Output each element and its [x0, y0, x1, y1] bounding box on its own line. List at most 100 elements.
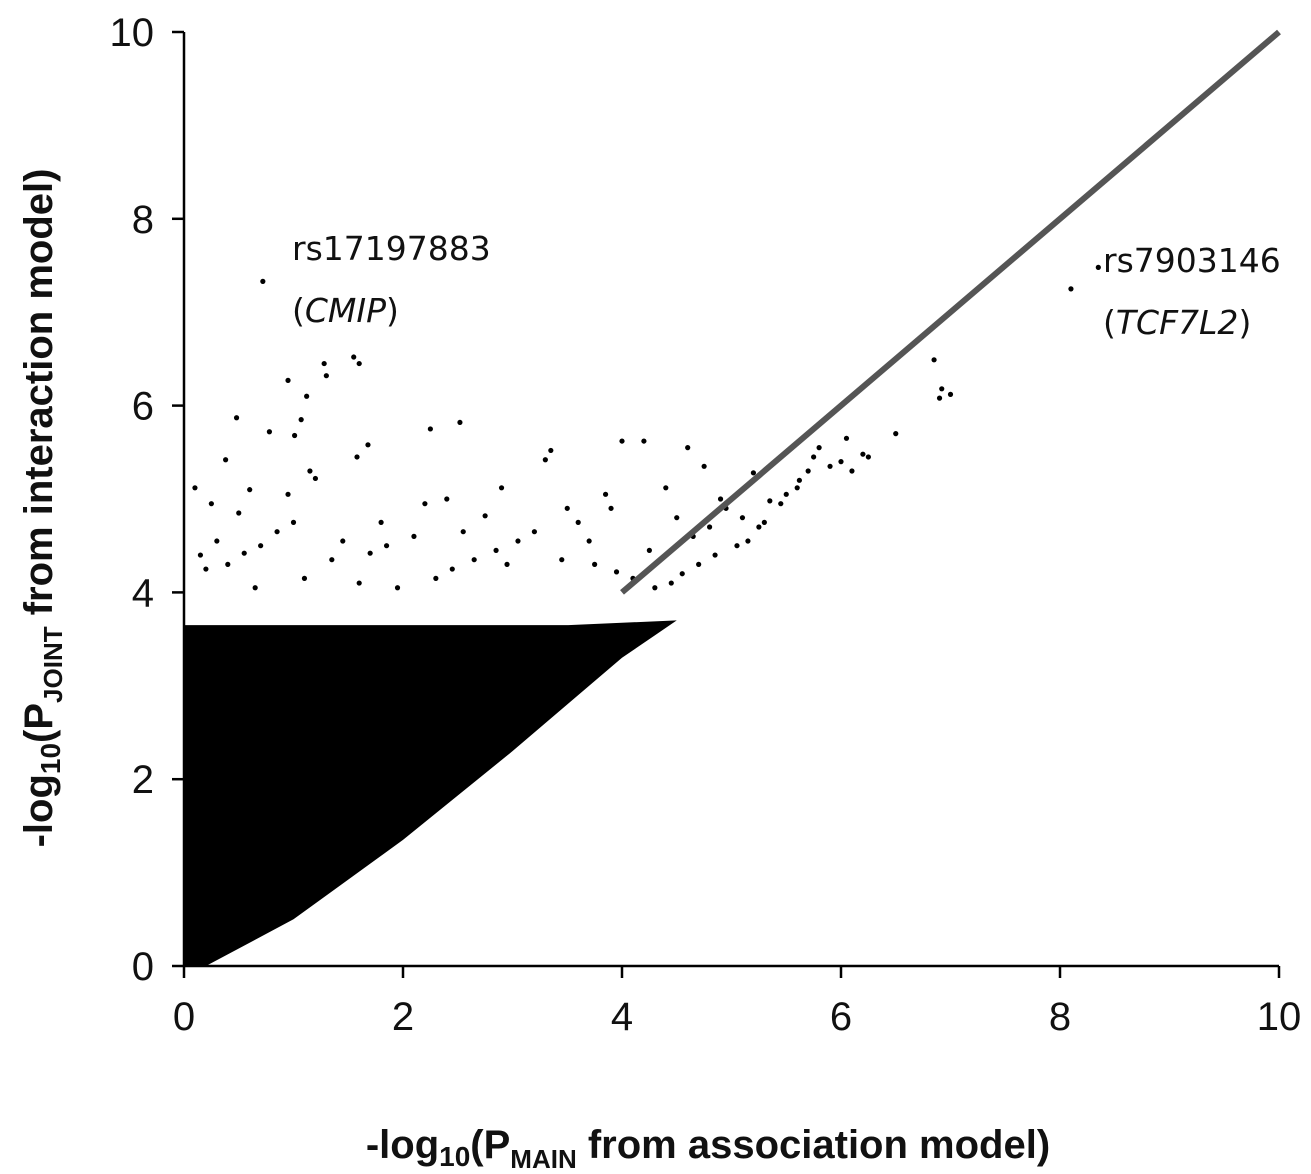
data-point — [652, 585, 658, 591]
data-point — [663, 485, 669, 491]
data-point — [707, 524, 713, 530]
data-point — [602, 491, 609, 497]
data-point — [298, 417, 304, 423]
data-point — [411, 533, 417, 539]
data-point — [783, 491, 789, 497]
data-point — [504, 561, 510, 567]
data-point — [233, 415, 240, 421]
data-point — [531, 529, 538, 535]
data-point — [290, 519, 297, 525]
annotation-rs17197883-gene: (CMIP) — [292, 291, 399, 330]
y-tick-label: 2 — [132, 758, 154, 802]
data-point — [816, 445, 822, 451]
data-point — [756, 524, 762, 530]
data-point — [427, 426, 433, 432]
data-point — [619, 438, 625, 444]
data-point — [356, 580, 362, 586]
annotation-rs7903146-snp: rs7903146 — [1103, 241, 1281, 280]
data-point — [236, 510, 242, 516]
data-point — [285, 377, 291, 383]
dense-point-cloud — [184, 620, 677, 966]
data-point — [739, 515, 746, 521]
data-point — [515, 538, 521, 544]
data-point — [394, 585, 401, 591]
y-tick-label: 0 — [132, 945, 154, 989]
data-point — [1095, 264, 1101, 270]
data-point — [936, 395, 943, 401]
data-point — [679, 571, 685, 577]
data-point — [351, 354, 357, 360]
data-point — [767, 498, 773, 504]
data-point — [247, 487, 253, 493]
annotation-rs7903146-gene: (TCF7L2) — [1103, 303, 1251, 342]
data-point — [225, 561, 231, 567]
data-point — [274, 529, 280, 535]
data-point — [241, 550, 247, 556]
data-point — [498, 485, 505, 491]
data-point — [564, 505, 570, 511]
data-point — [717, 496, 724, 502]
data-point — [367, 550, 373, 556]
data-point — [745, 538, 751, 544]
data-point — [668, 580, 674, 586]
data-point — [641, 438, 647, 444]
data-point — [750, 470, 757, 476]
data-point — [849, 468, 855, 474]
data-point — [646, 547, 652, 553]
annotation-rs17197883: rs17197883 (CMIP) — [292, 229, 491, 330]
data-point — [811, 454, 817, 460]
data-point — [266, 429, 273, 435]
data-point — [383, 543, 390, 549]
data-point — [304, 393, 310, 399]
data-point — [931, 357, 937, 363]
data-point — [493, 547, 499, 553]
data-point — [301, 575, 308, 581]
data-point — [460, 529, 466, 535]
data-point — [548, 447, 554, 454]
x-tick-label: 4 — [611, 995, 633, 1039]
data-point — [285, 491, 291, 497]
data-point — [827, 463, 833, 469]
data-point — [356, 360, 362, 367]
y-tick-label: 8 — [132, 198, 154, 242]
data-point — [214, 538, 220, 544]
data-point — [258, 543, 264, 549]
data-point — [329, 557, 335, 563]
data-point — [838, 459, 844, 465]
data-point — [340, 538, 346, 544]
data-point — [542, 457, 548, 463]
data-point — [712, 552, 718, 558]
data-point — [307, 468, 313, 474]
plot-area — [184, 29, 1281, 966]
x-tick-label: 6 — [830, 995, 852, 1039]
data-point — [449, 566, 455, 572]
data-point — [860, 451, 866, 457]
data-point — [444, 496, 450, 502]
x-tick-label: 2 — [392, 995, 414, 1039]
y-tick-label: 4 — [132, 571, 154, 615]
data-point — [805, 468, 811, 474]
data-point — [312, 475, 318, 482]
data-point — [734, 543, 740, 549]
x-tick-label: 8 — [1049, 995, 1071, 1039]
data-point — [192, 485, 198, 491]
y-tick-label: 6 — [132, 385, 154, 429]
data-point — [1068, 286, 1074, 292]
data-point — [592, 561, 598, 567]
data-point — [796, 477, 802, 483]
data-point — [794, 485, 800, 491]
data-point — [482, 513, 488, 519]
data-point — [203, 566, 209, 572]
data-point — [354, 454, 360, 460]
x-tick-label: 0 — [173, 995, 195, 1039]
data-point — [674, 515, 680, 521]
data-point — [939, 386, 945, 392]
y-tick-label: 10 — [110, 11, 155, 55]
data-point — [365, 442, 371, 448]
data-point — [457, 419, 463, 426]
y-axis-title: -log10(PJOINT from interaction model) — [17, 169, 68, 848]
data-point — [378, 519, 384, 525]
data-point — [321, 360, 327, 367]
reference-line-y-equals-x — [620, 29, 1281, 595]
